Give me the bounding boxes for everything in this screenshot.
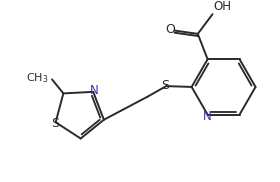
Text: S: S bbox=[161, 79, 169, 92]
Text: N: N bbox=[90, 84, 98, 97]
Text: O: O bbox=[165, 23, 175, 36]
Text: S: S bbox=[51, 117, 59, 130]
Text: OH: OH bbox=[213, 0, 231, 13]
Text: N: N bbox=[202, 110, 211, 123]
Text: CH$_3$: CH$_3$ bbox=[26, 72, 49, 86]
